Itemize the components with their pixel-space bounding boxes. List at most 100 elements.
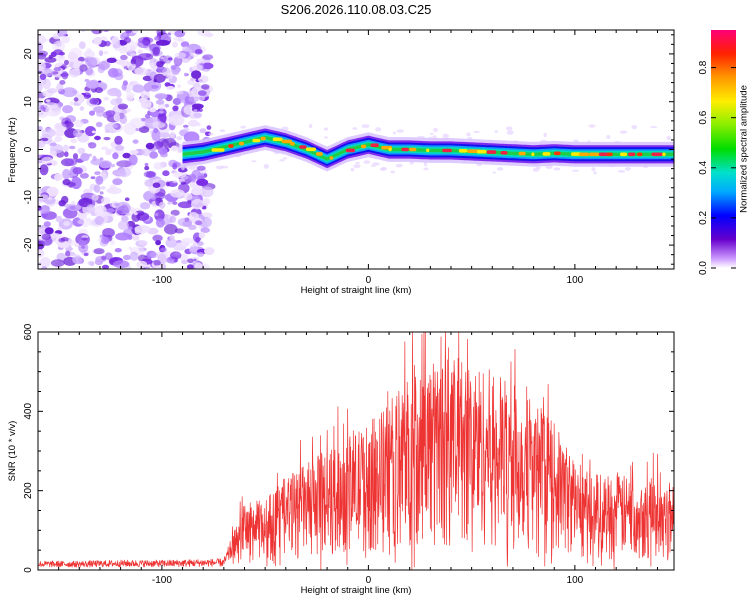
noise-blob bbox=[106, 57, 117, 63]
noise-blob bbox=[53, 67, 61, 72]
noise-speck bbox=[372, 162, 380, 166]
signal-core bbox=[578, 152, 590, 157]
noise-blob bbox=[130, 208, 137, 213]
noise-blob bbox=[194, 49, 203, 55]
noise-blob bbox=[98, 50, 104, 57]
noise-blob bbox=[207, 250, 212, 254]
noise-blob bbox=[196, 178, 209, 186]
noise-blob bbox=[129, 150, 139, 155]
noise-blob bbox=[170, 65, 177, 70]
noise-blob bbox=[201, 84, 210, 90]
noise-blob bbox=[196, 122, 201, 127]
noise-blob bbox=[166, 181, 170, 187]
noise-blob bbox=[58, 237, 66, 243]
noise-blob bbox=[61, 64, 67, 70]
noise-blob bbox=[114, 135, 123, 145]
noise-speck bbox=[424, 161, 428, 167]
noise-blob bbox=[179, 38, 185, 42]
signal-core bbox=[329, 156, 334, 160]
noise-blob bbox=[85, 80, 99, 89]
noise-blob bbox=[94, 171, 101, 176]
signal-core bbox=[542, 152, 551, 156]
noise-blob bbox=[175, 90, 184, 95]
noise-blob bbox=[151, 129, 161, 141]
colorbar-tick-label: 0.2 bbox=[698, 211, 709, 225]
noise-blob bbox=[48, 197, 53, 201]
noise-blob bbox=[38, 205, 42, 211]
noise-blob bbox=[83, 50, 95, 59]
noise-blob bbox=[144, 165, 150, 171]
noise-blob bbox=[74, 243, 80, 247]
noise-blob bbox=[64, 59, 69, 65]
noise-blob bbox=[77, 219, 89, 225]
noise-blob bbox=[181, 46, 190, 52]
signal-core bbox=[486, 150, 497, 154]
noise-speck bbox=[506, 130, 514, 135]
noise-blob bbox=[113, 203, 120, 206]
noise-blob bbox=[117, 103, 129, 110]
noise-blob bbox=[132, 139, 139, 144]
noise-blob bbox=[202, 197, 211, 205]
signal-core bbox=[228, 144, 234, 148]
noise-blob bbox=[188, 212, 200, 221]
noise-blob bbox=[174, 252, 181, 256]
noise-speck bbox=[442, 133, 449, 139]
signal-core bbox=[442, 148, 452, 153]
noise-blob bbox=[72, 129, 83, 138]
noise-speck bbox=[282, 157, 288, 160]
noise-blob bbox=[164, 224, 178, 235]
noise-blob bbox=[102, 227, 115, 238]
noise-blob bbox=[201, 62, 214, 70]
noise-speck bbox=[588, 124, 596, 128]
noise-blob bbox=[161, 138, 177, 148]
noise-blob bbox=[158, 147, 168, 155]
snr-line bbox=[38, 332, 674, 570]
noise-speck bbox=[251, 160, 257, 163]
noise-blob bbox=[172, 120, 180, 125]
noise-blob bbox=[73, 54, 79, 59]
noise-speck bbox=[536, 166, 541, 170]
noise-blob bbox=[196, 58, 204, 63]
noise-blob bbox=[126, 95, 134, 102]
noise-blob bbox=[183, 192, 193, 201]
noise-blob bbox=[193, 112, 202, 118]
noise-blob bbox=[176, 136, 183, 141]
noise-blob bbox=[154, 93, 168, 100]
noise-speck bbox=[395, 163, 403, 168]
noise-blob bbox=[145, 142, 155, 150]
noise-blob bbox=[62, 105, 74, 114]
noise-blob bbox=[41, 128, 56, 138]
signal-core bbox=[290, 142, 295, 146]
noise-blob bbox=[109, 184, 117, 189]
noise-blob bbox=[93, 184, 101, 193]
noise-blob bbox=[110, 87, 119, 94]
noise-blob bbox=[152, 51, 160, 57]
noise-blob bbox=[61, 71, 69, 80]
noise-blob bbox=[166, 72, 174, 80]
noise-blob bbox=[61, 87, 78, 98]
noise-blob bbox=[191, 70, 202, 79]
noise-blob bbox=[113, 260, 130, 269]
signal-core bbox=[316, 152, 323, 156]
noise-speck bbox=[606, 135, 611, 139]
noise-blob bbox=[149, 62, 154, 67]
noise-blob bbox=[131, 212, 141, 222]
noise-blob bbox=[127, 226, 133, 230]
signal-core bbox=[628, 152, 636, 157]
noise-blob bbox=[153, 127, 159, 134]
noise-blob bbox=[69, 101, 75, 106]
noise-blob bbox=[72, 153, 79, 160]
noise-blob bbox=[98, 60, 110, 71]
spectrogram-y-axis-label: Frequency (Hz) bbox=[7, 117, 18, 182]
noise-blob bbox=[141, 148, 151, 157]
noise-blob bbox=[192, 64, 203, 71]
noise-blob bbox=[133, 212, 138, 216]
noise-blob bbox=[96, 110, 105, 117]
noise-blob bbox=[137, 40, 151, 49]
noise-blob bbox=[81, 237, 88, 241]
noise-blob bbox=[150, 196, 156, 200]
noise-blob bbox=[112, 43, 121, 49]
noise-blob bbox=[200, 186, 214, 198]
